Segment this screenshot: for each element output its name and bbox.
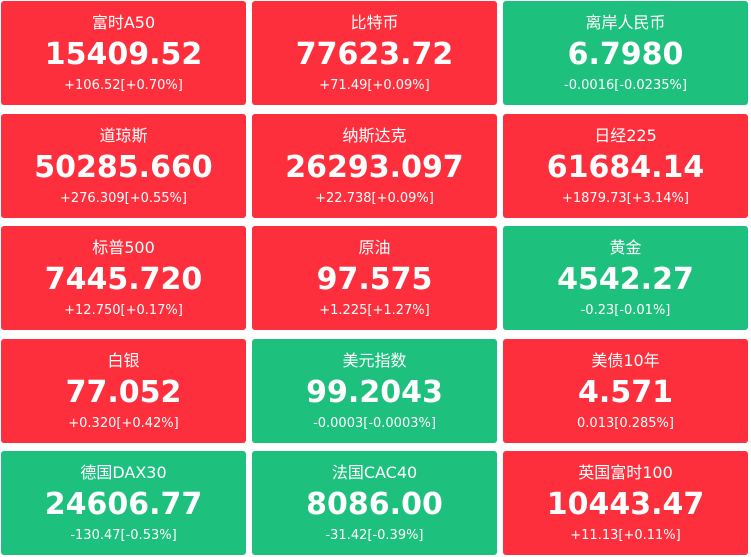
quote-change: +276.309[+0.55%] — [60, 190, 187, 206]
quote-change: -0.0003[-0.0003%] — [313, 415, 436, 431]
quote-change: +1879.73[+3.14%] — [562, 190, 689, 206]
quote-change: +12.750[+0.17%] — [64, 303, 183, 319]
quote-price: 6.7980 — [567, 37, 684, 72]
quote-name: 日经225 — [594, 125, 657, 145]
quote-tile[interactable]: 比特币 77623.72 +71.49[+0.09%] — [252, 1, 497, 105]
quote-price: 24606.77 — [44, 487, 203, 523]
quote-price: 77623.72 — [295, 37, 454, 72]
quote-price: 15409.52 — [44, 37, 203, 72]
quote-name: 原油 — [358, 238, 391, 258]
quote-name: 英国富时100 — [578, 463, 673, 483]
quote-tile[interactable]: 黄金 4542.27 -0.23[-0.01%] — [503, 226, 748, 331]
quote-change: +0.320[+0.42%] — [68, 415, 179, 431]
quote-name: 富时A50 — [91, 13, 156, 32]
quote-change: 0.013[0.285%] — [577, 415, 674, 431]
quote-tile[interactable]: 白银 77.052 +0.320[+0.42%] — [1, 338, 246, 443]
quote-tile[interactable]: 美元指数 99.2043 -0.0003[-0.0003%] — [252, 338, 497, 443]
quote-name: 法国CAC40 — [331, 463, 418, 483]
quote-price: 97.575 — [316, 262, 433, 298]
quote-price: 61684.14 — [546, 149, 705, 185]
quote-tile[interactable]: 英国富时100 10443.47 +11.13[+0.11%] — [503, 451, 748, 556]
quote-tile[interactable]: 纳斯达克 26293.097 +22.738[+0.09%] — [252, 113, 497, 218]
quote-tile[interactable]: 富时A50 15409.52 +106.52[+0.70%] — [1, 1, 246, 105]
quote-change: +22.738[+0.09%] — [315, 190, 434, 206]
quote-name: 德国DAX30 — [80, 463, 167, 483]
quote-tile[interactable]: 法国CAC40 8086.00 -31.42[-0.39%] — [252, 451, 497, 556]
quote-name: 美元指数 — [342, 350, 407, 370]
quote-name: 黄金 — [609, 238, 642, 258]
quote-tile[interactable]: 原油 97.575 +1.225[+1.27%] — [252, 226, 497, 331]
quote-tile[interactable]: 日经225 61684.14 +1879.73[+3.14%] — [503, 113, 748, 218]
quote-price: 4542.27 — [557, 262, 694, 298]
quote-price: 4.571 — [578, 374, 673, 410]
quote-change: +71.49[+0.09%] — [319, 78, 430, 93]
quote-name: 道琼斯 — [99, 125, 148, 145]
quote-tile[interactable]: 道琼斯 50285.660 +276.309[+0.55%] — [1, 113, 246, 218]
quote-price: 50285.660 — [34, 149, 213, 185]
quote-tile[interactable]: 美债10年 4.571 0.013[0.285%] — [503, 338, 748, 443]
quote-name: 纳斯达克 — [342, 125, 407, 145]
quote-price: 8086.00 — [306, 487, 443, 523]
quote-price: 26293.097 — [285, 149, 464, 185]
quote-name: 白银 — [107, 350, 140, 370]
quote-tile[interactable]: 离岸人民币 6.7980 -0.0016[-0.0235%] — [503, 1, 748, 105]
quote-tile[interactable]: 标普500 7445.720 +12.750[+0.17%] — [1, 226, 246, 331]
quote-change: +1.225[+1.27%] — [319, 303, 430, 319]
quote-change: -31.42[-0.39%] — [325, 528, 424, 544]
quote-name: 美债10年 — [591, 350, 660, 370]
quote-name: 标普500 — [92, 238, 155, 258]
quote-price: 10443.47 — [546, 487, 705, 523]
quote-price: 77.052 — [65, 374, 182, 410]
quote-change: -0.0016[-0.0235%] — [564, 78, 687, 93]
quote-price: 7445.720 — [44, 262, 203, 298]
quote-name: 离岸人民币 — [585, 13, 666, 32]
quote-tile[interactable]: 德国DAX30 24606.77 -130.47[-0.53%] — [1, 451, 246, 556]
quote-change: -130.47[-0.53%] — [70, 528, 177, 544]
quote-change: +11.13[+0.11%] — [570, 528, 681, 544]
quote-name: 比特币 — [350, 13, 399, 32]
quote-price: 99.2043 — [306, 374, 443, 410]
quote-change: +106.52[+0.70%] — [64, 78, 183, 93]
quote-change: -0.23[-0.01%] — [580, 303, 671, 319]
